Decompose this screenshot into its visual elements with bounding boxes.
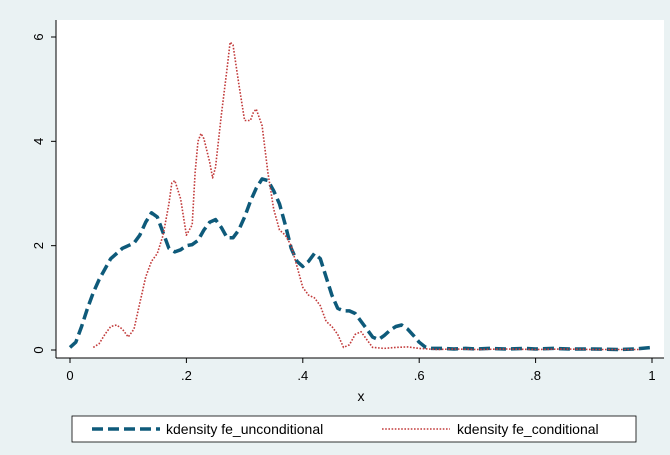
y-tick-label: 2 [31, 242, 46, 249]
x-tick-label: 0 [66, 368, 73, 383]
x-tick-label: .4 [297, 368, 308, 383]
plot-area [56, 20, 664, 358]
legend: kdensity fe_unconditional kdensity fe_co… [71, 415, 637, 443]
x-tick-label: .6 [414, 368, 425, 383]
x-tick-label: 1 [648, 368, 655, 383]
y-tick-label: 4 [31, 138, 46, 145]
x-tick-label: .8 [530, 368, 541, 383]
x-tick-label: .2 [181, 368, 192, 383]
legend-box [71, 415, 637, 443]
y-tick-label: 6 [31, 33, 46, 40]
y-axis: 0 2 4 6 [31, 20, 57, 358]
x-axis: 0 .2 .4 .6 .8 1 [56, 357, 664, 383]
legend-label-conditional: kdensity fe_conditional [457, 421, 599, 437]
x-axis-title: x [358, 388, 365, 404]
y-tick-label: 0 [31, 346, 46, 353]
series-layer [68, 41, 653, 352]
legend-label-unconditional: kdensity fe_unconditional [166, 421, 323, 437]
series-line-conditional [92, 41, 641, 351]
